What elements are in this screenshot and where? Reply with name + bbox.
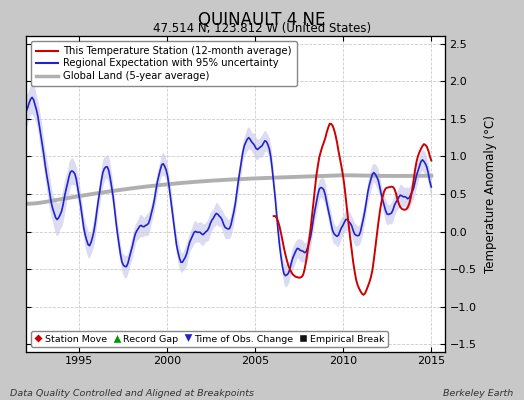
Y-axis label: Temperature Anomaly (°C): Temperature Anomaly (°C) (484, 115, 497, 273)
Legend: Station Move, Record Gap, Time of Obs. Change, Empirical Break: Station Move, Record Gap, Time of Obs. C… (31, 331, 388, 347)
Text: QUINAULT 4 NE: QUINAULT 4 NE (198, 11, 326, 29)
Text: 47.514 N, 123.812 W (United States): 47.514 N, 123.812 W (United States) (153, 22, 371, 35)
Text: Data Quality Controlled and Aligned at Breakpoints: Data Quality Controlled and Aligned at B… (10, 389, 255, 398)
Text: Berkeley Earth: Berkeley Earth (443, 389, 514, 398)
